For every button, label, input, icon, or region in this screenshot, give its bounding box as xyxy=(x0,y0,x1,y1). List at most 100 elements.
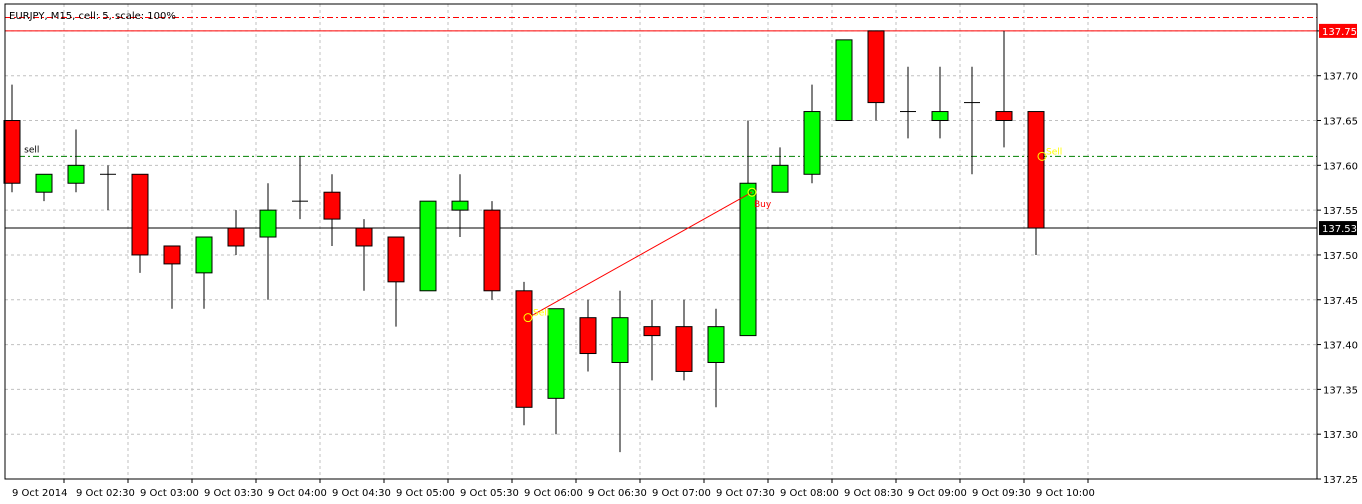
candle-body-bear xyxy=(355,227,373,247)
candle-body-bear xyxy=(675,326,693,372)
candle xyxy=(483,201,501,300)
x-tick-label: 9 Oct 10:00 xyxy=(1036,488,1095,499)
candle xyxy=(355,219,373,291)
x-tick-label: 9 Oct 04:00 xyxy=(268,488,327,499)
y-tick-label: 137.45 xyxy=(1323,296,1358,307)
signal-marker xyxy=(1037,151,1047,161)
candle-body-bear xyxy=(131,173,149,256)
trade-close-label: Buy xyxy=(754,200,772,210)
trade-open-marker xyxy=(523,313,533,323)
y-tick-label: 137.65 xyxy=(1323,117,1358,128)
candles xyxy=(3,30,1045,453)
trade-markers: Sell Buy Sell xyxy=(523,147,1062,323)
trade-open-label: Sell xyxy=(533,309,549,319)
candle-body-bear xyxy=(867,30,885,104)
x-tick-label: 9 Oct 09:00 xyxy=(908,488,967,499)
candle xyxy=(1027,111,1045,255)
y-tick-label: 137.60 xyxy=(1323,161,1358,172)
candle-body-bull xyxy=(195,236,213,274)
candle-body-bull xyxy=(707,326,725,363)
candle xyxy=(100,165,116,211)
candle-body-bear xyxy=(323,191,341,220)
candle xyxy=(739,120,757,337)
candle xyxy=(867,30,885,121)
x-tick-label: 9 Oct 08:00 xyxy=(780,488,839,499)
y-tick-label: 137.70 xyxy=(1323,72,1358,83)
candle xyxy=(707,308,725,408)
candle xyxy=(964,66,980,175)
trade-line xyxy=(527,191,753,319)
candle xyxy=(931,66,949,139)
candle-body-bull xyxy=(67,164,85,184)
candle-body-bear xyxy=(643,326,661,337)
x-tick-label: 9 Oct 03:30 xyxy=(204,488,263,499)
candle xyxy=(771,147,789,193)
bid-price-tag-box xyxy=(1319,221,1357,236)
candle xyxy=(835,39,853,122)
x-tick-label: 9 Oct 07:00 xyxy=(652,488,711,499)
candle xyxy=(387,236,405,327)
candle xyxy=(803,84,821,184)
candle-body-bull xyxy=(419,200,437,292)
y-tick-label: 137.25 xyxy=(1323,475,1358,486)
candle xyxy=(547,308,565,435)
candle-body-bear xyxy=(995,111,1013,122)
candle xyxy=(259,183,277,300)
candle-body-bull xyxy=(35,173,53,193)
candle xyxy=(227,210,245,255)
candle-body-bear xyxy=(483,209,501,292)
candle-body-bear xyxy=(515,290,533,408)
candle-body-bear xyxy=(3,120,21,184)
x-tick-label: 9 Oct 05:00 xyxy=(396,488,455,499)
candle xyxy=(67,129,85,193)
candle xyxy=(3,84,21,193)
x-tick-label: 9 Oct 07:30 xyxy=(716,488,775,499)
x-tick-label: 9 Oct 06:30 xyxy=(588,488,647,499)
candle-body-bull xyxy=(835,39,853,122)
candle xyxy=(451,174,469,238)
candle xyxy=(675,299,693,381)
x-tick-label: 9 Oct 02:30 xyxy=(76,488,135,499)
candle xyxy=(995,30,1013,148)
candle-body-bull xyxy=(259,209,277,238)
x-tick-label: 9 Oct 04:30 xyxy=(332,488,391,499)
candle-body-bull xyxy=(931,111,949,122)
price-tags: 137.75 137.53 xyxy=(1319,23,1357,236)
level-lines: #2 sell xyxy=(5,16,1317,229)
candle xyxy=(611,290,629,453)
x-tick-label: 9 Oct 03:00 xyxy=(140,488,199,499)
x-tick-label: 9 Oct 09:30 xyxy=(972,488,1031,499)
candle-body-bull xyxy=(451,200,469,211)
candle xyxy=(163,245,181,309)
y-tick-label: 137.50 xyxy=(1323,251,1358,262)
candle-body-bull xyxy=(611,317,629,363)
ask-price-tag-label: 137.75 xyxy=(1322,27,1357,38)
candle xyxy=(131,173,149,273)
candle-body-bull xyxy=(771,164,789,193)
candle-body-bear xyxy=(387,236,405,283)
x-tick-label: 9 Oct 05:30 xyxy=(460,488,519,499)
y-tick-label: 137.40 xyxy=(1323,341,1358,352)
trade-close-marker xyxy=(747,187,757,197)
order-entry-label: #2 sell xyxy=(8,145,39,155)
y-tick-label: 137.55 xyxy=(1323,206,1358,217)
candle xyxy=(900,66,916,139)
x-tick-label: 9 Oct 08:30 xyxy=(844,488,903,499)
chart-title: EURJPY, M15, cell: 5, scale: 100% xyxy=(9,11,176,22)
candle-body-bear xyxy=(1027,111,1045,229)
candle xyxy=(195,236,213,309)
candle xyxy=(643,299,661,381)
candle xyxy=(579,299,597,372)
x-tick-label: 9 Oct 2014 xyxy=(12,488,67,499)
y-tick-label: 137.30 xyxy=(1323,430,1358,441)
candle-body-bear xyxy=(579,317,597,355)
ask-price-tag-box xyxy=(1319,23,1357,38)
candle xyxy=(323,174,341,246)
signal-marker-label: Sell xyxy=(1046,147,1062,157)
candle xyxy=(515,281,533,426)
candle-body-bull xyxy=(803,111,821,175)
candle xyxy=(35,173,53,202)
